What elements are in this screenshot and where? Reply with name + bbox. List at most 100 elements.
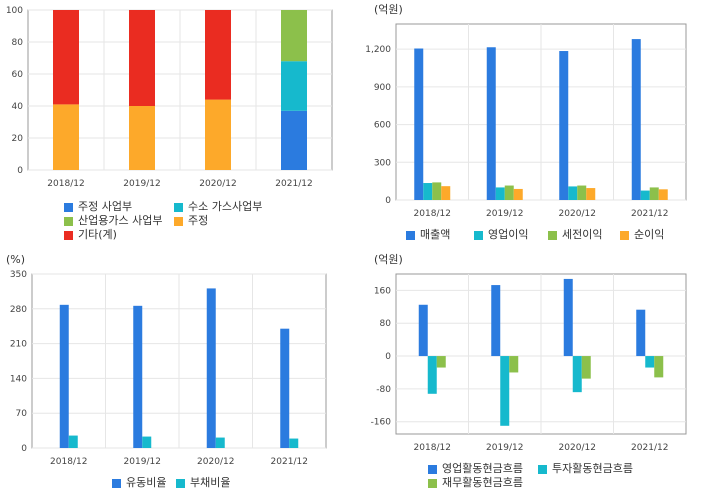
y-tick-label: -160 — [371, 418, 392, 428]
cashflow-chart: -160 -80 0 80 160 2018/12 2019/12 2020/12 2021/1… — [371, 253, 687, 453]
legend-item-operating-cf[interactable]: 영업활동현금흐름 — [428, 462, 523, 476]
bar[interactable] — [432, 182, 442, 200]
bar[interactable] — [59, 304, 69, 448]
x-tick-label: 2019/12 — [123, 179, 160, 189]
legend-swatch-cyan — [174, 202, 183, 212]
bar-segment[interactable] — [281, 61, 307, 111]
bar[interactable] — [581, 356, 591, 379]
legend-item-segment-3[interactable]: 산업용가스 사업부 — [64, 214, 162, 228]
bar[interactable] — [568, 186, 578, 200]
segments-chart-panel: 0 20 40 60 80 100 2018/12 2019/12 2020/12 2021/12… — [0, 0, 360, 250]
y-tick-label: 70 — [16, 409, 28, 419]
income-chart-panel: 0 300 600 900 1,200 2018/12 2019/12 2020/12 2021… — [360, 0, 720, 250]
ratios-chart-panel: 0 70 140 210 280 350 2018/12 2019/12 2020/12 2021… — [0, 250, 360, 496]
bar-segment[interactable] — [53, 104, 79, 170]
legend-item-current-ratio[interactable]: 유동비율 — [112, 476, 166, 490]
legend-item-segment-5[interactable]: 기타(계) — [64, 228, 117, 242]
bar[interactable] — [133, 305, 143, 448]
bar[interactable] — [142, 436, 152, 448]
bar[interactable] — [289, 438, 299, 448]
legend-item-financing-cf[interactable]: 재무활동현금흐름 — [428, 476, 523, 490]
legend-label: 재무활동현금흐름 — [442, 476, 523, 489]
bar[interactable] — [441, 186, 451, 200]
y-tick-label: 300 — [374, 158, 391, 168]
bar[interactable] — [68, 435, 78, 448]
bar[interactable] — [206, 288, 216, 448]
legend-item-net-profit[interactable]: 순이익 — [620, 228, 664, 242]
bar-segment[interactable] — [129, 106, 155, 170]
bar[interactable] — [509, 356, 519, 373]
bar[interactable] — [513, 188, 523, 200]
y-tick-label: 140 — [10, 374, 27, 384]
legend-swatch-blue — [428, 464, 437, 474]
bar[interactable] — [658, 189, 668, 200]
y-tick-label: 350 — [10, 270, 27, 280]
bar[interactable] — [495, 187, 505, 200]
bar[interactable] — [427, 356, 437, 394]
bar[interactable] — [636, 309, 646, 357]
legend-swatch-green — [428, 478, 437, 488]
legend-item-segment-1[interactable]: 주정 사업부 — [64, 200, 132, 214]
legend-swatch-cyan — [474, 230, 483, 240]
bar[interactable] — [631, 39, 641, 201]
legend-label: 매출액 — [420, 228, 451, 241]
y-tick-label: 280 — [10, 305, 27, 315]
bar[interactable] — [586, 188, 596, 200]
bar[interactable] — [423, 183, 433, 200]
bar[interactable] — [280, 328, 290, 448]
legend-item-debt-ratio[interactable]: 부채비율 — [176, 476, 230, 490]
bar[interactable] — [572, 356, 582, 393]
bar-segment[interactable] — [205, 99, 231, 170]
unit-label: (억원) — [374, 253, 403, 266]
bar-segment[interactable] — [281, 110, 307, 170]
bar-segment[interactable] — [129, 10, 155, 106]
y-tick-label: 0 — [385, 196, 391, 206]
x-tick-label: 2018/12 — [47, 179, 84, 189]
legend-swatch-cyan — [538, 464, 547, 474]
bar[interactable] — [486, 47, 496, 200]
bar[interactable] — [654, 356, 664, 378]
x-tick-label: 2018/12 — [414, 443, 451, 453]
legend-label: 수소 가스사업부 — [188, 200, 263, 213]
x-tick-label: 2019/12 — [486, 209, 523, 219]
cashflow-legend: 영업활동현금흐름 투자활동현금흐름 재무활동현금흐름 — [428, 462, 718, 494]
legend-label: 영업활동현금흐름 — [442, 462, 523, 475]
bar[interactable] — [500, 356, 510, 426]
bar[interactable] — [414, 48, 424, 201]
legend-item-operating-profit[interactable]: 영업이익 — [474, 228, 528, 242]
y-tick-label: 1,200 — [365, 45, 391, 55]
bar-segment[interactable] — [205, 10, 231, 100]
legend-label: 주정 — [188, 214, 209, 227]
bar[interactable] — [577, 185, 587, 200]
legend-label: 영업이익 — [488, 228, 529, 241]
bar[interactable] — [504, 185, 514, 200]
y-tick-label: 80 — [380, 319, 392, 329]
bar[interactable] — [645, 356, 655, 368]
bar-segment[interactable] — [53, 10, 79, 105]
bar[interactable] — [215, 437, 225, 448]
y-tick-label: -80 — [376, 385, 391, 395]
bar[interactable] — [563, 278, 573, 357]
legend-label: 기타(계) — [78, 228, 117, 241]
legend-item-investing-cf[interactable]: 투자활동현금흐름 — [538, 462, 633, 476]
x-tick-label: 2021/12 — [275, 179, 312, 189]
legend-item-pretax-profit[interactable]: 세전이익 — [548, 228, 602, 242]
bar[interactable] — [649, 187, 659, 200]
legend-swatch-blue — [112, 478, 121, 488]
legend-item-segment-4[interactable]: 주정 — [174, 214, 208, 228]
legend-label: 부채비율 — [190, 476, 231, 489]
bar[interactable] — [491, 285, 501, 357]
bar[interactable] — [640, 190, 650, 200]
y-tick-label: 100 — [6, 6, 23, 16]
x-tick-label: 2021/12 — [271, 457, 308, 467]
x-tick-label: 2020/12 — [197, 457, 234, 467]
bar[interactable] — [436, 356, 446, 368]
bar[interactable] — [559, 51, 569, 201]
x-tick-label: 2020/12 — [559, 443, 596, 453]
legend-label: 투자활동현금흐름 — [552, 462, 633, 475]
legend-label: 산업용가스 사업부 — [78, 214, 163, 227]
legend-item-revenue[interactable]: 매출액 — [406, 228, 450, 242]
bar-segment[interactable] — [281, 10, 307, 62]
legend-item-segment-2[interactable]: 수소 가스사업부 — [174, 200, 262, 214]
bar[interactable] — [418, 304, 428, 357]
